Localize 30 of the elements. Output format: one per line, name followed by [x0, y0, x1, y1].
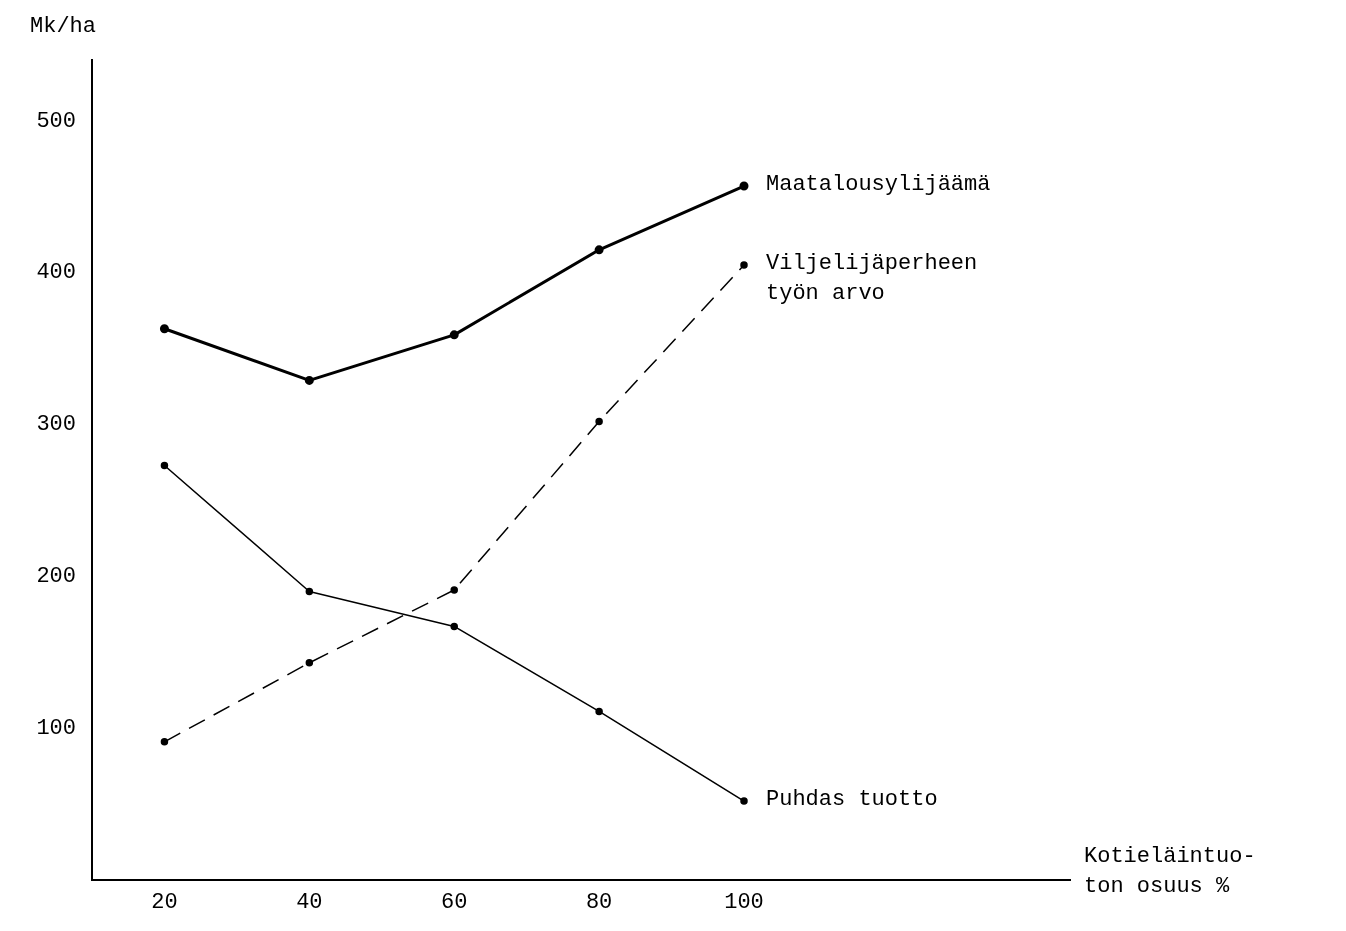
point — [739, 181, 749, 191]
point — [160, 461, 169, 470]
series-label: Maatalousylijäämä — [766, 172, 991, 198]
point — [740, 261, 748, 269]
x-tick-label: 60 — [441, 890, 468, 916]
series-label: Puhdas tuotto — [766, 787, 938, 813]
point — [740, 797, 748, 805]
x-tick-label: 40 — [296, 890, 323, 916]
point — [304, 375, 314, 385]
point — [159, 324, 169, 334]
x-tick-label: 20 — [151, 890, 178, 916]
y-tick-label: 100 — [36, 715, 76, 741]
point — [595, 417, 603, 426]
x-tick-label: 100 — [724, 890, 764, 916]
y-axis-title: Mk/ha — [30, 14, 97, 39]
x-axis-title: Kotieläintuo- ton osuus % — [1084, 844, 1256, 899]
y-tick-label: 200 — [36, 564, 76, 590]
point — [594, 245, 604, 255]
point — [450, 586, 458, 594]
point — [160, 738, 169, 746]
point — [305, 587, 314, 596]
y-tick-label: 400 — [36, 260, 76, 286]
y-tick-label: 500 — [36, 108, 76, 134]
point — [595, 707, 603, 716]
point — [305, 659, 314, 667]
point — [449, 330, 459, 340]
point — [450, 622, 458, 631]
y-tick-label: 300 — [36, 412, 76, 438]
x-tick-label: 80 — [585, 890, 613, 916]
series-label: Viljelijäperheen työn arvo — [766, 251, 978, 306]
